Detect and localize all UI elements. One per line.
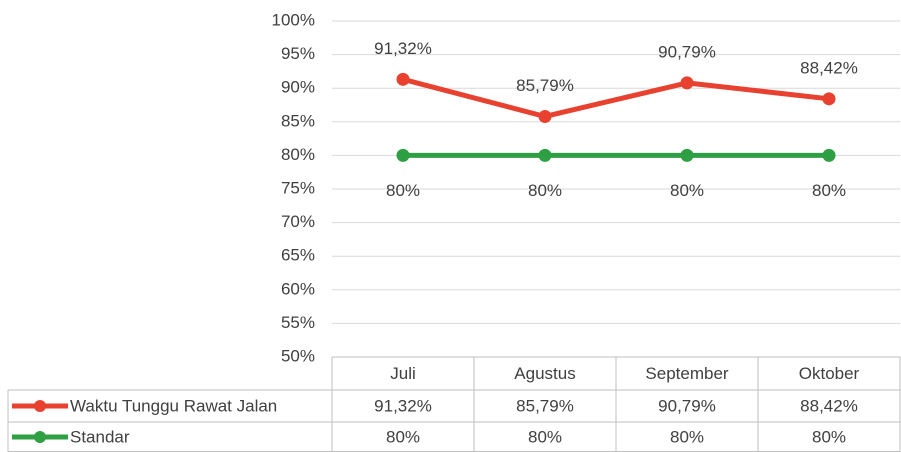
legend-key-marker	[34, 431, 46, 443]
table-cell: 80%	[386, 427, 420, 446]
data-label: 90,79%	[658, 42, 716, 61]
data-label: 80%	[528, 181, 562, 200]
legend-label: Standar	[70, 427, 130, 446]
y-tick-label: 60%	[281, 279, 315, 298]
data-point	[680, 148, 694, 162]
x-tick-label: Oktober	[799, 364, 860, 383]
table-cell: 91,32%	[374, 396, 432, 415]
data-label: 80%	[670, 181, 704, 200]
table-cell: 90,79%	[658, 396, 716, 415]
series-line	[402, 76, 830, 119]
table-cell: 85,79%	[516, 396, 574, 415]
y-tick-label: 65%	[281, 246, 315, 265]
data-label: 85,79%	[516, 76, 574, 95]
legend-label: Waktu Tunggu Rawat Jalan	[70, 396, 277, 415]
y-tick-label: 50%	[281, 346, 315, 365]
table-cell: 88,42%	[800, 396, 858, 415]
data-point	[680, 76, 694, 90]
data-label: 80%	[812, 181, 846, 200]
y-tick-label: 75%	[281, 178, 315, 197]
y-tick-label: 55%	[281, 313, 315, 332]
y-tick-label: 100%	[272, 10, 315, 29]
data-point	[538, 148, 552, 162]
legend-key-marker	[34, 400, 46, 412]
data-point	[396, 72, 410, 86]
data-label: 91,32%	[374, 39, 432, 58]
data-point	[822, 92, 836, 106]
data-label: 80%	[386, 181, 420, 200]
x-tick-label: Agustus	[514, 364, 575, 383]
data-point	[538, 109, 552, 123]
y-tick-label: 70%	[281, 212, 315, 231]
data-point	[822, 148, 836, 162]
table-cell: 80%	[812, 427, 846, 446]
x-tick-label: Juli	[390, 364, 416, 383]
y-tick-label: 90%	[281, 78, 315, 97]
data-label: 88,42%	[800, 58, 858, 77]
table-cell: 80%	[670, 427, 704, 446]
x-tick-label: September	[645, 364, 728, 383]
data-point	[396, 148, 410, 162]
y-tick-label: 80%	[281, 145, 315, 164]
table-cell: 80%	[528, 427, 562, 446]
y-tick-label: 95%	[281, 44, 315, 63]
y-tick-label: 85%	[281, 111, 315, 130]
